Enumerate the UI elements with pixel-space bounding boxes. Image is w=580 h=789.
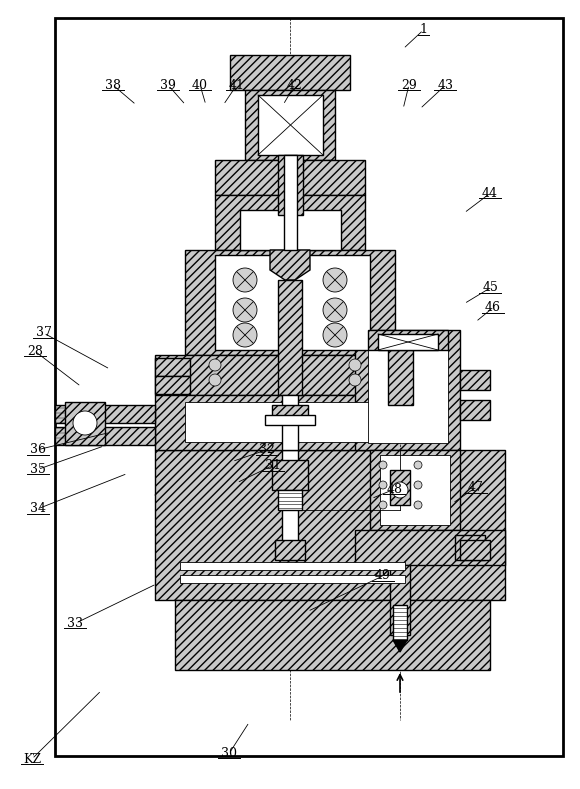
Circle shape [414, 461, 422, 469]
Bar [390, 470, 410, 505]
Text: 38: 38 [105, 79, 121, 92]
Bar [282, 450, 298, 560]
Text: 37: 37 [35, 327, 52, 339]
Text: 42: 42 [287, 79, 303, 92]
Circle shape [233, 298, 257, 322]
Polygon shape [270, 250, 310, 280]
Text: 44: 44 [482, 187, 498, 200]
Polygon shape [230, 55, 350, 90]
Circle shape [414, 481, 422, 489]
Circle shape [209, 359, 221, 371]
Circle shape [323, 268, 347, 292]
Circle shape [233, 323, 257, 347]
Bar [380, 455, 450, 525]
Text: 46: 46 [485, 301, 501, 314]
Polygon shape [370, 450, 460, 530]
Polygon shape [155, 450, 505, 600]
Bar [400, 376, 435, 394]
Bar [393, 605, 407, 640]
Circle shape [233, 268, 257, 292]
Bar [378, 334, 438, 350]
Bar [368, 330, 448, 350]
Bar [390, 565, 410, 635]
Bar [278, 490, 302, 510]
Circle shape [414, 501, 422, 509]
Bar [180, 575, 405, 583]
Circle shape [323, 323, 347, 347]
Bar [272, 405, 308, 423]
Circle shape [392, 482, 408, 498]
Bar [272, 460, 308, 490]
Bar [185, 402, 400, 442]
Bar [240, 210, 341, 250]
Circle shape [379, 501, 387, 509]
Circle shape [209, 374, 221, 386]
Bar [155, 376, 190, 394]
Polygon shape [245, 90, 335, 160]
Bar [265, 415, 315, 425]
Bar [460, 400, 490, 420]
Bar [284, 155, 297, 250]
Bar [215, 255, 370, 350]
Bar [278, 155, 303, 215]
Text: 30: 30 [221, 747, 237, 760]
Circle shape [349, 374, 361, 386]
Text: 49: 49 [375, 570, 391, 582]
Text: 31: 31 [264, 459, 281, 472]
Bar [368, 338, 448, 443]
Bar [355, 530, 505, 565]
Bar [55, 18, 563, 756]
Bar [258, 95, 323, 155]
Text: 34: 34 [30, 503, 46, 515]
Bar [180, 562, 405, 570]
Text: 1: 1 [419, 24, 427, 36]
Text: 45: 45 [482, 282, 498, 294]
Text: 48: 48 [386, 483, 403, 495]
Text: 29: 29 [401, 79, 417, 92]
Bar [65, 402, 105, 445]
Text: KZ: KZ [23, 753, 41, 765]
Bar [460, 540, 490, 560]
Bar [55, 427, 155, 445]
Polygon shape [175, 600, 490, 670]
Text: 32: 32 [259, 443, 275, 456]
Bar [55, 405, 155, 423]
Text: 43: 43 [437, 79, 454, 92]
Bar [455, 535, 485, 560]
Polygon shape [185, 250, 395, 355]
Bar [400, 358, 435, 376]
Circle shape [379, 481, 387, 489]
Bar [275, 540, 305, 560]
Polygon shape [155, 395, 435, 450]
Text: 35: 35 [30, 463, 46, 476]
Circle shape [323, 298, 347, 322]
Text: 39: 39 [160, 79, 176, 92]
Circle shape [379, 461, 387, 469]
Polygon shape [393, 640, 407, 652]
Bar [282, 395, 298, 450]
Polygon shape [355, 330, 460, 450]
Text: 41: 41 [229, 79, 245, 92]
Bar [278, 280, 302, 395]
Circle shape [349, 359, 361, 371]
Text: 40: 40 [192, 79, 208, 92]
Polygon shape [215, 195, 365, 250]
Text: 47: 47 [467, 481, 484, 494]
Text: 28: 28 [27, 345, 43, 357]
Bar [460, 370, 490, 390]
Text: 33: 33 [67, 617, 84, 630]
Bar [155, 358, 190, 376]
Polygon shape [155, 355, 435, 395]
Bar [388, 350, 413, 405]
Polygon shape [215, 160, 365, 195]
Text: 36: 36 [30, 443, 46, 456]
Circle shape [73, 411, 97, 435]
